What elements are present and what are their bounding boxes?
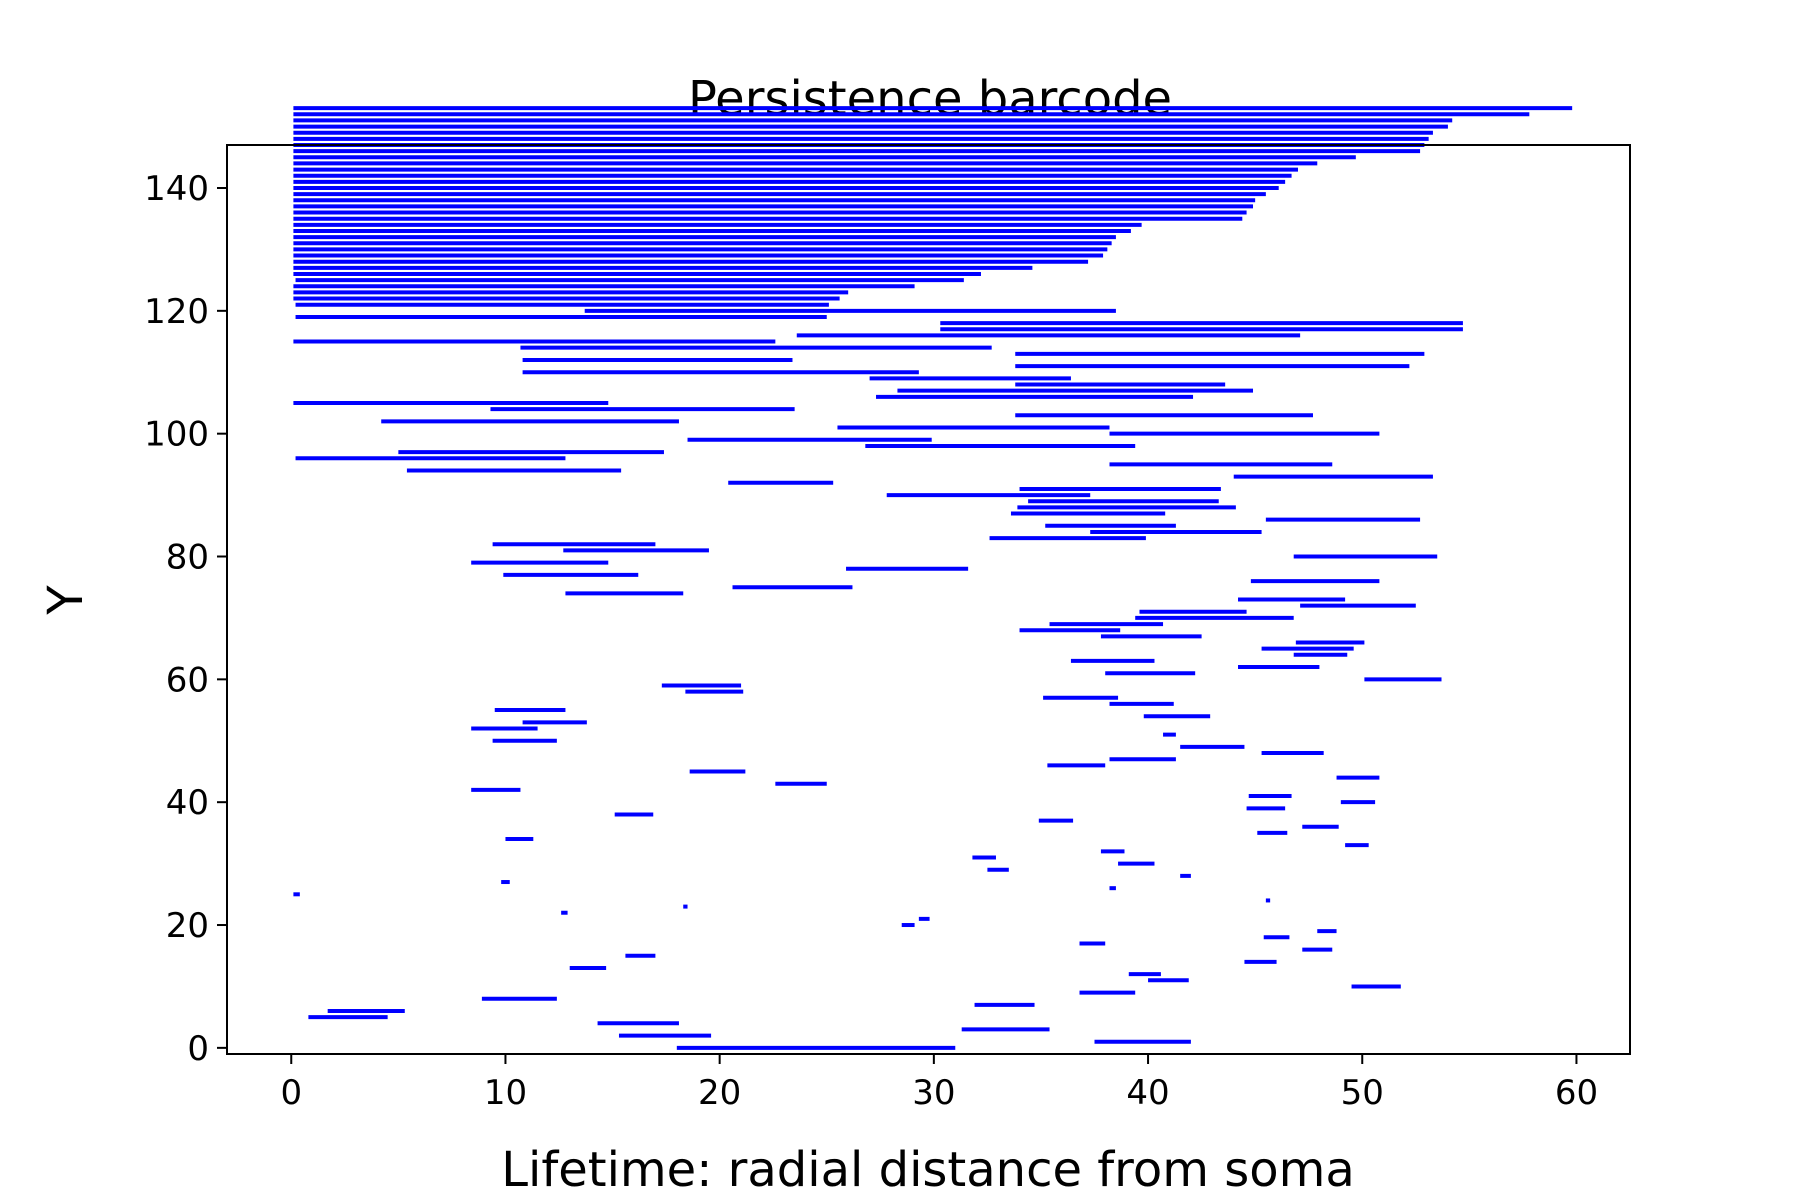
y-tick-label: 60 [166,660,209,700]
y-tick-label: 100 [144,415,209,455]
chart-title: Persistence barcode [688,71,1172,127]
plot-frame [226,144,1631,1055]
x-tick-label: 40 [1126,1073,1169,1113]
y-tick-label: 120 [144,292,209,332]
x-axis: 0 10 20 30 40 50 60 [280,1054,1598,1113]
x-tick-label: 0 [280,1073,302,1113]
y-tick-label: 80 [166,538,209,578]
y-axis: 0 20 40 60 80 100 120 140 [144,169,227,1069]
x-tick-label: 20 [698,1073,741,1113]
y-tick-label: 40 [166,783,209,823]
x-tick-label: 10 [484,1073,527,1113]
x-tick-label: 30 [912,1073,955,1113]
y-tick-label: 0 [187,1029,209,1069]
x-tick-label: 50 [1341,1073,1384,1113]
y-tick-label: 140 [144,169,209,209]
barcode-bars [293,106,1573,1050]
y-tick-label: 20 [166,906,209,946]
y-axis-label: Y [38,585,94,616]
x-tick-label: 60 [1555,1073,1598,1113]
x-axis-label: Lifetime: radial distance from soma [501,1142,1355,1198]
